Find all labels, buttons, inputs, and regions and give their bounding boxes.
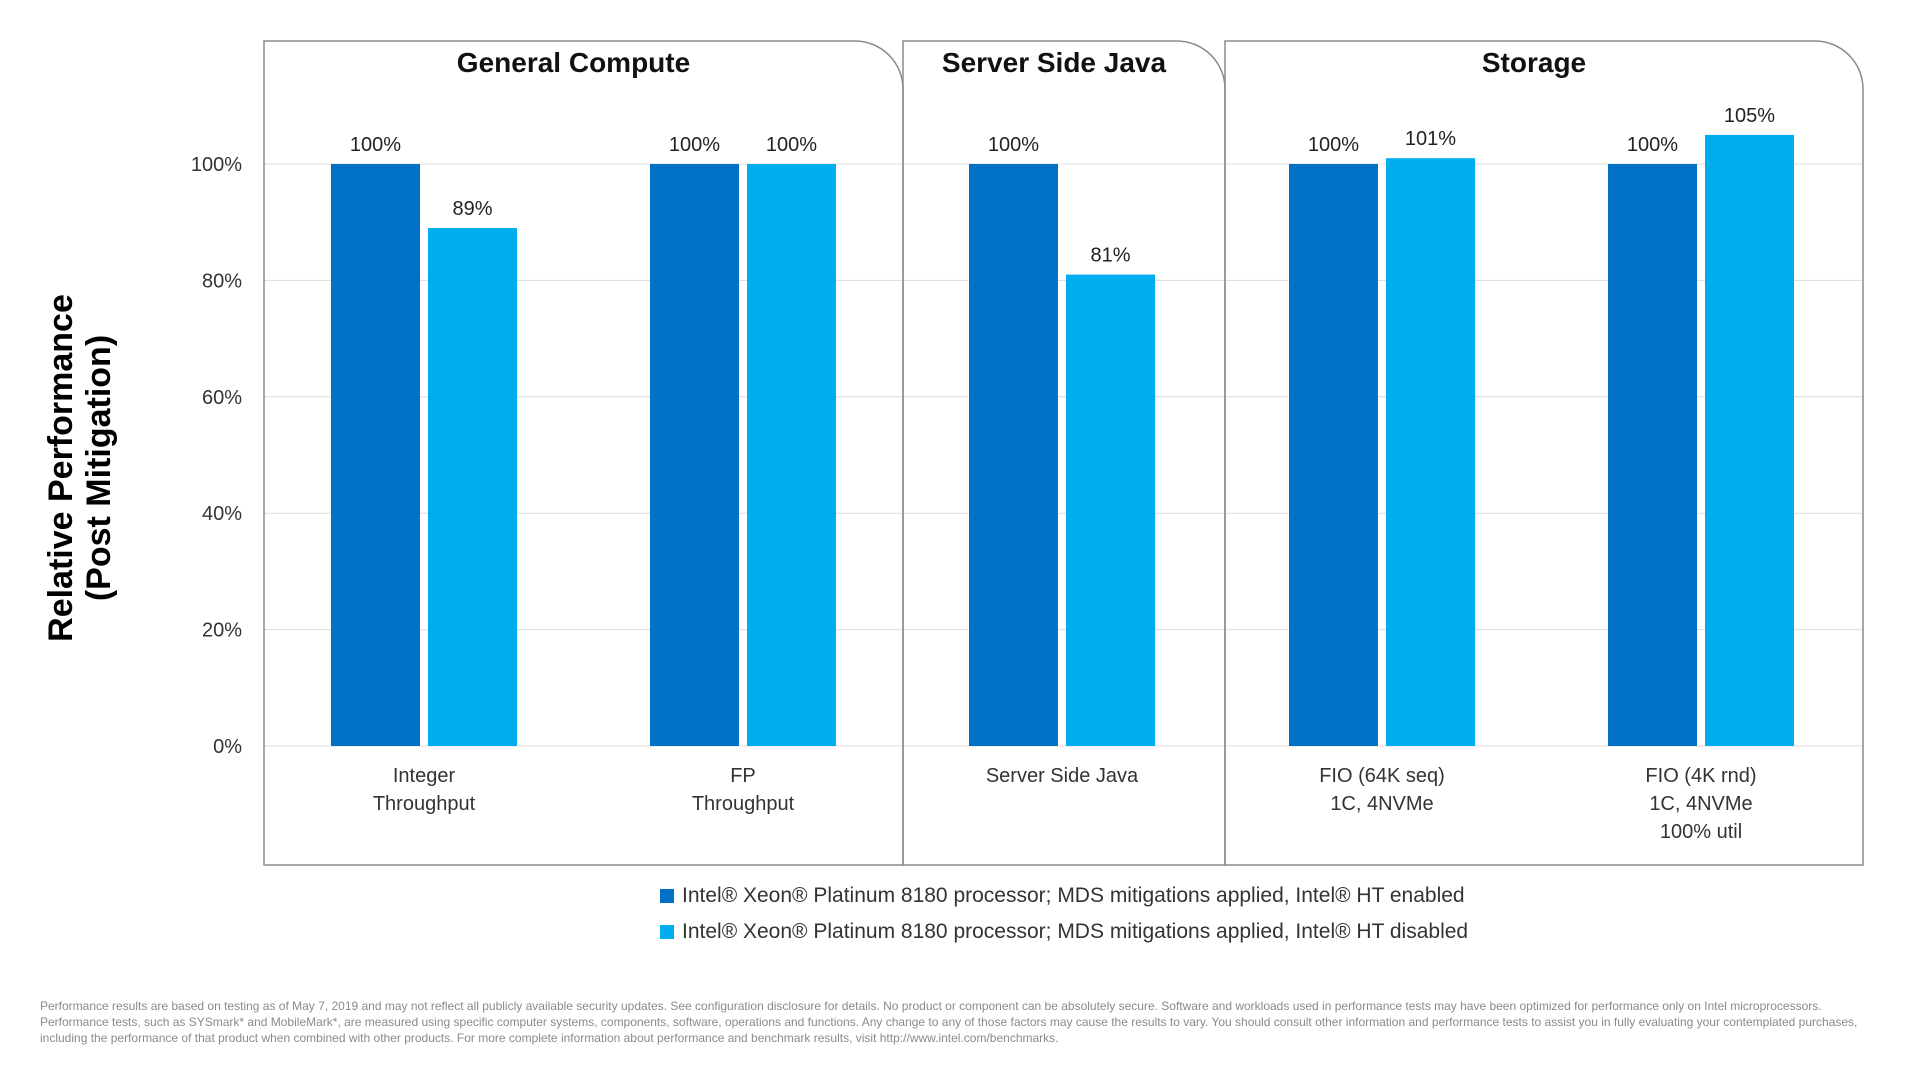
bar-value-label: 100%: [988, 134, 1039, 156]
bar: [1289, 164, 1378, 746]
bar: [1608, 164, 1697, 746]
bar-value-label: 100%: [669, 134, 720, 156]
bar: [650, 164, 739, 746]
bar-value-label: 105%: [1724, 105, 1775, 127]
bar: [969, 164, 1058, 746]
bar-value-label: 101%: [1405, 128, 1456, 150]
panel-frame: [902, 40, 1226, 866]
y-tick-label: 40%: [202, 503, 242, 525]
category-label: 1C, 4NVMe: [1330, 793, 1433, 815]
category-label: FIO (64K seq): [1319, 765, 1445, 787]
bar: [747, 164, 836, 746]
legend-swatch-ht-disabled: [660, 925, 674, 939]
bar-value-label: 100%: [1308, 134, 1359, 156]
panel-title: Server Side Java: [942, 47, 1167, 78]
category-label: FP: [730, 765, 756, 787]
y-tick-label: 0%: [213, 736, 242, 758]
bar: [1066, 274, 1155, 746]
legend-item-ht-enabled: Intel® Xeon® Platinum 8180 processor; MD…: [660, 878, 1468, 914]
category-label: FIO (4K rnd): [1645, 765, 1756, 787]
footnote: Performance results are based on testing…: [40, 999, 1858, 1045]
panel-title: Storage: [1482, 47, 1586, 78]
y-tick-label: 100%: [191, 154, 242, 176]
y-tick-label: 20%: [202, 620, 242, 642]
legend-label-ht-enabled: Intel® Xeon® Platinum 8180 processor; MD…: [682, 884, 1465, 907]
bar: [1705, 134, 1794, 746]
y-tick-label: 80%: [202, 270, 242, 292]
category-label: 1C, 4NVMe: [1649, 793, 1752, 815]
legend-label-ht-disabled: Intel® Xeon® Platinum 8180 processor; MD…: [682, 920, 1469, 943]
panel-title: General Compute: [457, 47, 690, 78]
y-tick-label: 60%: [202, 387, 242, 409]
y-axis-label: Relative Performance: [42, 294, 80, 642]
bar-value-label: 100%: [766, 134, 817, 156]
y-axis-label: (Post Mitigation): [80, 335, 118, 601]
bar-value-label: 100%: [350, 134, 401, 156]
bar: [1386, 158, 1475, 746]
legend-swatch-ht-enabled: [660, 889, 674, 903]
category-label: Integer: [393, 765, 456, 787]
legend: Intel® Xeon® Platinum 8180 processor; MD…: [660, 878, 1468, 950]
legend-item-ht-disabled: Intel® Xeon® Platinum 8180 processor; MD…: [660, 914, 1468, 950]
bar-value-label: 89%: [452, 198, 492, 220]
panel-frame: [1224, 40, 1864, 866]
category-label: Throughput: [373, 793, 476, 815]
category-label: Server Side Java: [986, 765, 1139, 787]
bar: [331, 164, 420, 746]
bar: [428, 228, 517, 746]
category-label: 100% util: [1660, 821, 1742, 843]
bar-value-label: 100%: [1627, 134, 1678, 156]
bar-value-label: 81%: [1090, 245, 1130, 267]
category-label: Throughput: [692, 793, 795, 815]
